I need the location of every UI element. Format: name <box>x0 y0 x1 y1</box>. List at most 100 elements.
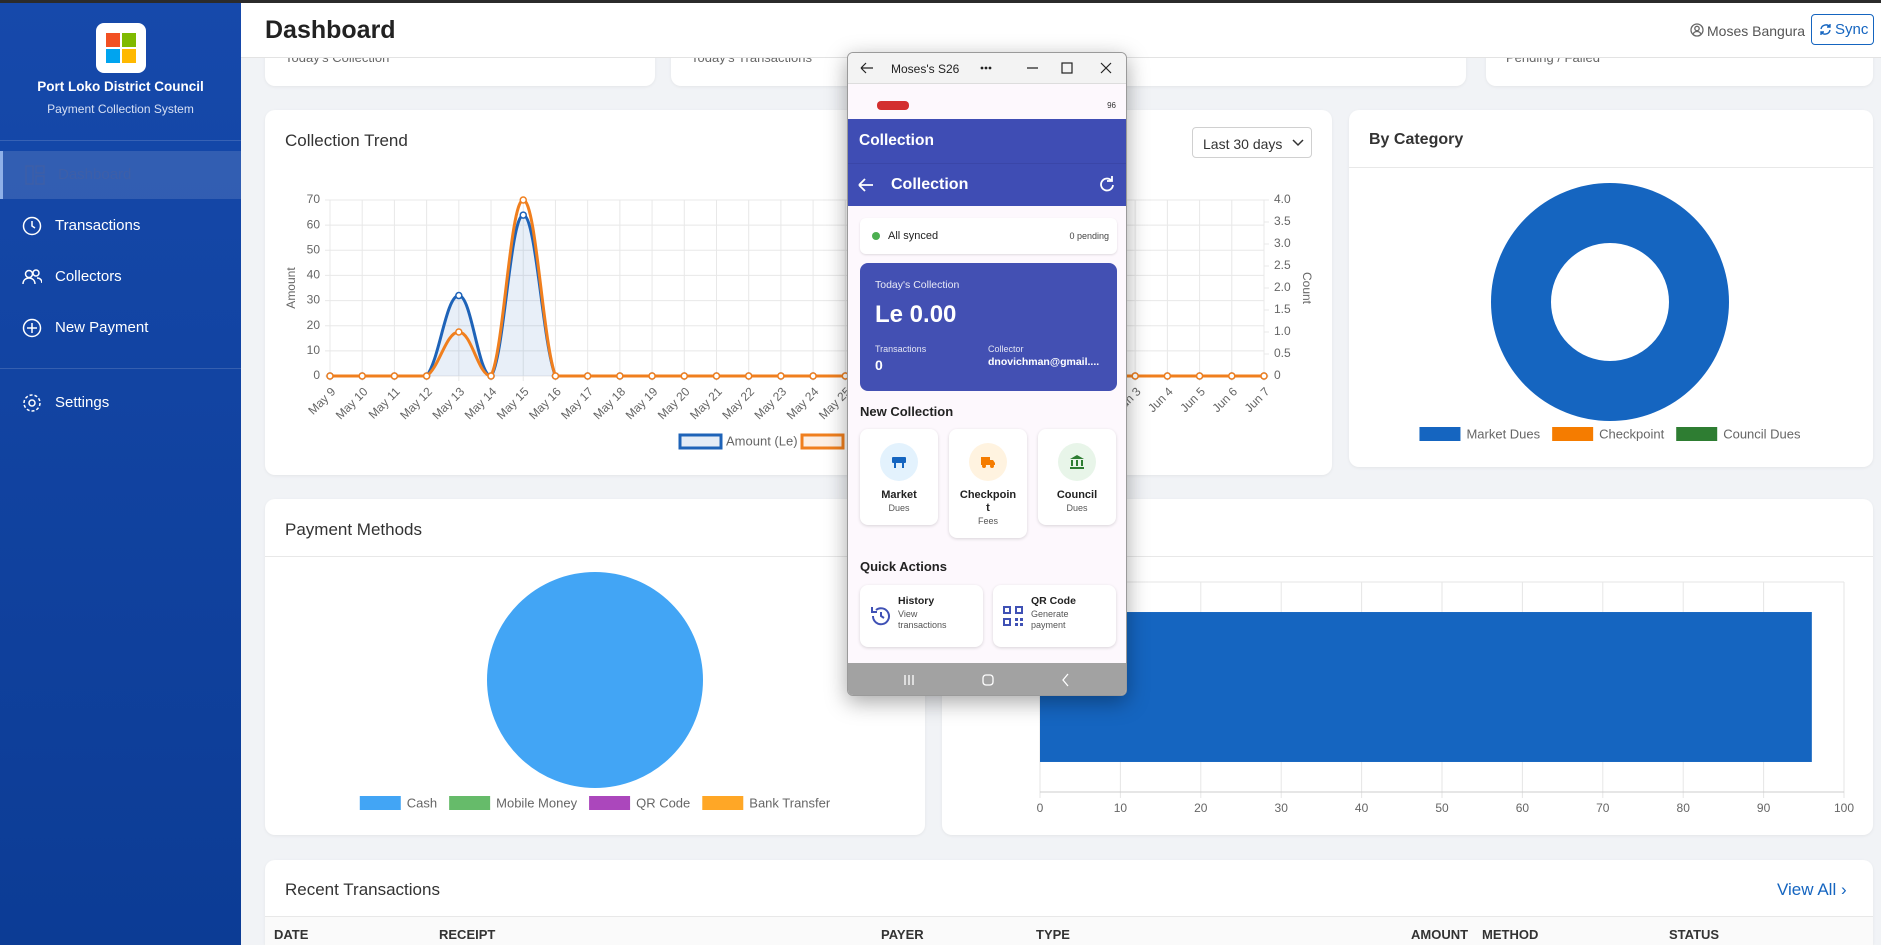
page-title: Dashboard <box>265 16 396 44</box>
quick-action[interactable]: History View transactions <box>860 585 983 647</box>
nav-icon <box>22 318 42 338</box>
x-tick-label: 20 <box>1194 801 1208 815</box>
x-tick-label: May 16 <box>526 384 564 422</box>
series-area <box>330 215 1264 376</box>
legend-label: Mobile Money <box>496 795 577 810</box>
org-subtitle: Payment Collection System <box>47 102 194 116</box>
window-controls[interactable] <box>848 53 1127 84</box>
nav-item[interactable]: Settings <box>0 379 241 427</box>
legend-label: Council Dues <box>1723 426 1801 441</box>
divider <box>265 556 925 557</box>
card-title: By Category <box>1369 131 1464 148</box>
nav-icon <box>25 165 45 185</box>
quick-action[interactable]: QR Code Generate payment <box>993 585 1116 647</box>
point <box>519 196 527 204</box>
recent-card: Recent Transactions View All › DATE RECE… <box>265 860 1873 945</box>
bar <box>1040 612 1812 762</box>
y2-axis-label: Count <box>1300 272 1314 305</box>
point <box>744 372 753 380</box>
collection-option[interactable]: Checkpoint Fees <box>949 429 1027 538</box>
option-name: Market <box>881 489 917 501</box>
sync-card: All synced 0 pending <box>860 218 1117 254</box>
category-card: By Category Market Dues Checkpoint Council… <box>1349 110 1873 467</box>
collection-option[interactable]: Market Dues <box>860 429 938 525</box>
divider <box>1349 167 1873 168</box>
legend-swatch <box>449 796 491 810</box>
nav-item[interactable]: Collectors <box>0 253 241 301</box>
sync-status: All synced <box>888 230 939 242</box>
option-icon <box>880 443 918 481</box>
logo-icon <box>106 33 136 63</box>
bar-chart: 0 10 20 30 40 50 60 70 80 90 100 <box>1037 581 1854 815</box>
column-header: PAYER <box>881 927 924 942</box>
legend-swatch <box>1552 427 1594 441</box>
point <box>422 372 431 380</box>
x-tick-label: May 12 <box>397 384 435 422</box>
point <box>455 328 463 336</box>
top-edge <box>0 0 1881 3</box>
nav-item[interactable]: Transactions <box>0 202 241 250</box>
nav-item[interactable]: Dashboard <box>0 151 241 199</box>
y2-tick-label: 2.0 <box>1274 280 1291 294</box>
legend-swatch <box>678 433 723 450</box>
point <box>809 372 817 380</box>
nav-item[interactable]: New Payment <box>0 304 241 352</box>
x-tick-label: May 19 <box>623 384 661 422</box>
y2-tick-label: 4.0 <box>1274 192 1291 206</box>
screen-bar: Collection <box>848 163 1127 207</box>
point <box>519 211 527 219</box>
legend-label: Cash <box>407 795 437 810</box>
legend-label: QR Code <box>636 795 690 810</box>
status-pill <box>877 101 909 110</box>
divider <box>942 556 1873 557</box>
y-tick-label: 10 <box>307 343 321 357</box>
icon <box>1070 455 1084 469</box>
option-name: Checkpoint <box>959 489 1017 514</box>
view-all[interactable]: View All › <box>1777 880 1847 899</box>
x-tick-label: Jun 5 <box>1177 384 1208 415</box>
y-tick-label: 70 <box>307 192 321 206</box>
slice <box>487 572 703 788</box>
point <box>487 372 495 380</box>
collection-option[interactable]: Council Dues <box>1038 429 1116 525</box>
option-icon <box>969 443 1007 481</box>
x-tick-label: 0 <box>1037 801 1044 815</box>
point <box>583 372 592 380</box>
column-header: METHOD <box>1482 927 1539 942</box>
trend-chart: 0 10 20 30 40 50 60 70 0 0.5 1.0 1.5 2.0 2.5 3.0 3.5 4.0… <box>284 192 1314 450</box>
option-sub: Dues <box>1066 503 1088 513</box>
x-tick-label: May 20 <box>655 384 693 422</box>
x-tick-label: May 10 <box>333 384 371 422</box>
option-name: Council <box>1056 489 1098 501</box>
nav-buttons[interactable] <box>848 663 1127 696</box>
screen-bar-icons[interactable] <box>848 164 1127 207</box>
slice <box>1491 183 1729 421</box>
y-tick-label: 50 <box>307 242 321 256</box>
x-tick-label: 70 <box>1596 801 1610 815</box>
trend-card: Collection Trend Last 30 days 0 10 20 30 40 5… <box>265 110 1332 475</box>
sync-label: Sync <box>1835 21 1869 38</box>
x-tick-label: May 24 <box>784 384 822 422</box>
section-title: Quick Actions <box>860 559 947 574</box>
action-name: QR Code <box>1031 595 1076 607</box>
nav-label: Collectors <box>55 268 122 285</box>
sync-button[interactable]: Sync <box>1811 14 1874 45</box>
x-tick-label: May 17 <box>558 384 596 422</box>
category-chart: Market Dues Checkpoint Council Dues <box>1419 183 1801 441</box>
y2-tick-label: 3.5 <box>1274 214 1291 228</box>
sidebar: Port Loko District Council Payment Colle… <box>0 0 241 945</box>
legend-label: Checkpoint <box>1599 426 1664 441</box>
title-bar: Moses's S26 <box>848 53 1127 84</box>
card-title: Recent Transactions <box>285 880 440 899</box>
battery: 96 <box>1107 101 1116 110</box>
option-sub: Fees <box>977 516 998 526</box>
range-select[interactable]: Last 30 days <box>1192 127 1312 158</box>
point <box>1163 372 1172 380</box>
divider <box>265 916 1873 917</box>
y-tick-label: 60 <box>307 217 321 231</box>
section-title: New Collection <box>860 404 954 419</box>
option-sub: Dues <box>888 503 910 513</box>
sync-icon <box>1820 24 1831 35</box>
point <box>390 372 399 380</box>
